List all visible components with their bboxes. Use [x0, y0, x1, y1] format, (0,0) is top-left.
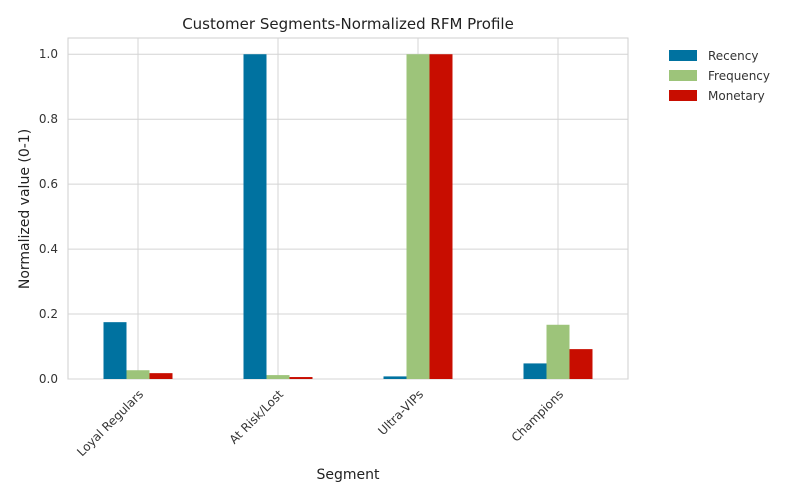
bar-monetary-4 — [569, 349, 593, 379]
legend: Recency Frequency Monetary — [669, 49, 770, 103]
y-tick-label: 0.4 — [39, 242, 58, 256]
bar-frequency-2 — [266, 375, 290, 379]
chart-title: Customer Segments-Normalized RFM Profile — [182, 15, 514, 33]
bar-frequency-4 — [546, 324, 570, 379]
bar-recency-1 — [103, 322, 127, 379]
bars-group — [103, 54, 593, 379]
y-tick-label: 0.0 — [39, 372, 58, 386]
y-axis-title: Normalized value (0-1) — [17, 129, 33, 289]
y-tick-labels: 0.0 0.2 0.4 0.6 0.8 1.0 — [39, 47, 58, 386]
bar-frequency-1 — [126, 370, 150, 379]
bar-monetary-1 — [149, 373, 173, 379]
legend-label-monetary: Monetary — [708, 89, 765, 103]
bar-recency-2 — [243, 54, 267, 379]
y-tick-label: 1.0 — [39, 47, 58, 61]
legend-swatch-monetary — [669, 90, 697, 101]
bar-recency-3 — [383, 376, 407, 379]
legend-swatch-recency — [669, 50, 697, 61]
bar-frequency-3 — [406, 54, 430, 379]
y-tick-label: 0.2 — [39, 307, 58, 321]
y-tick-label: 0.8 — [39, 112, 58, 126]
plot-area — [67, 37, 629, 380]
legend-label-frequency: Frequency — [708, 69, 770, 83]
bar-recency-4 — [523, 363, 547, 379]
bar-monetary-2 — [289, 377, 313, 379]
legend-swatch-frequency — [669, 70, 697, 81]
x-axis-title: Segment — [317, 467, 381, 483]
bar-monetary-3 — [429, 54, 453, 379]
legend-label-recency: Recency — [708, 49, 758, 63]
y-tick-label: 0.6 — [39, 177, 58, 191]
